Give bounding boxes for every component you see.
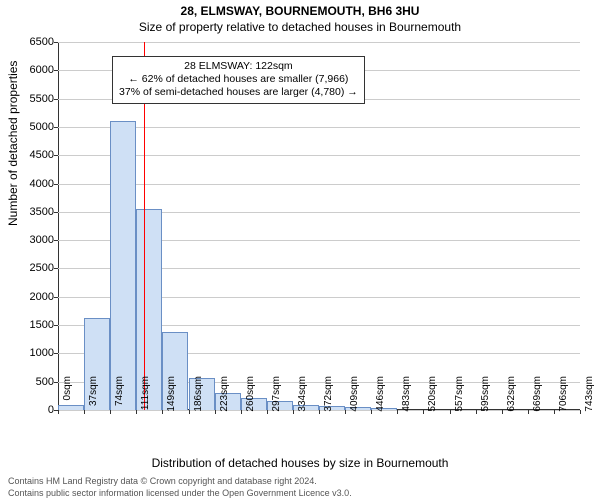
x-tick — [476, 410, 477, 414]
y-tick-label: 6000 — [14, 64, 54, 76]
y-tick — [54, 353, 58, 354]
gridline — [58, 184, 580, 185]
x-tick-label: 372sqm — [323, 376, 334, 416]
y-tick — [54, 127, 58, 128]
x-tick-label: 520sqm — [427, 376, 438, 416]
x-tick-label: 223sqm — [219, 376, 230, 416]
y-tick — [54, 99, 58, 100]
x-tick — [423, 410, 424, 414]
x-tick-label: 74sqm — [114, 376, 125, 416]
x-tick — [371, 410, 372, 414]
chart-subtitle: Size of property relative to detached ho… — [0, 20, 600, 34]
y-tick-label: 3000 — [14, 234, 54, 246]
x-tick-label: 446sqm — [375, 376, 386, 416]
x-tick-label: 483sqm — [401, 376, 412, 416]
x-tick — [528, 410, 529, 414]
y-tick-label: 5500 — [14, 93, 54, 105]
x-tick — [450, 410, 451, 414]
y-tick — [54, 382, 58, 383]
y-axis-line — [58, 42, 59, 410]
gridline — [58, 155, 580, 156]
y-tick-label: 2000 — [14, 291, 54, 303]
y-axis-label: Number of detached properties — [6, 61, 20, 226]
y-tick — [54, 184, 58, 185]
gridline — [58, 127, 580, 128]
histogram-bar — [110, 121, 136, 410]
x-tick-label: 111sqm — [140, 376, 151, 416]
x-tick-label: 409sqm — [349, 376, 360, 416]
x-tick-label: 37sqm — [88, 376, 99, 416]
x-tick — [189, 410, 190, 414]
y-tick — [54, 240, 58, 241]
footer-copyright-1: Contains HM Land Registry data © Crown c… — [8, 476, 317, 486]
callout-box: 28 ELMSWAY: 122sqm← 62% of detached hous… — [112, 56, 365, 103]
y-tick-label: 500 — [14, 376, 54, 388]
x-tick-label: 149sqm — [166, 376, 177, 416]
y-tick-label: 0 — [14, 404, 54, 416]
x-tick-label: 557sqm — [454, 376, 465, 416]
callout-line-1: 28 ELMSWAY: 122sqm — [119, 60, 358, 73]
x-axis-label: Distribution of detached houses by size … — [0, 456, 600, 470]
y-tick — [54, 155, 58, 156]
x-tick — [502, 410, 503, 414]
y-tick-label: 6500 — [14, 36, 54, 48]
x-tick — [241, 410, 242, 414]
x-tick — [215, 410, 216, 414]
gridline — [58, 42, 580, 43]
x-tick — [58, 410, 59, 414]
x-tick — [319, 410, 320, 414]
y-tick — [54, 212, 58, 213]
callout-line-3: 37% of semi-detached houses are larger (… — [119, 86, 358, 99]
x-tick-label: 334sqm — [297, 376, 308, 416]
footer-copyright-2: Contains public sector information licen… — [8, 488, 352, 498]
y-tick-label: 3500 — [14, 206, 54, 218]
y-tick — [54, 268, 58, 269]
y-tick-label: 4500 — [14, 149, 54, 161]
chart-title-address: 28, ELMSWAY, BOURNEMOUTH, BH6 3HU — [0, 4, 600, 18]
x-tick-label: 260sqm — [245, 376, 256, 416]
x-tick-label: 743sqm — [584, 376, 595, 416]
x-tick-label: 632sqm — [506, 376, 517, 416]
x-tick — [110, 410, 111, 414]
y-tick-label: 2500 — [14, 262, 54, 274]
x-tick-label: 0sqm — [62, 376, 73, 416]
x-tick — [162, 410, 163, 414]
y-tick-label: 5000 — [14, 121, 54, 133]
x-tick — [397, 410, 398, 414]
y-tick — [54, 70, 58, 71]
x-tick-label: 706sqm — [558, 376, 569, 416]
x-tick — [84, 410, 85, 414]
x-tick — [345, 410, 346, 414]
x-tick — [293, 410, 294, 414]
x-tick — [267, 410, 268, 414]
y-tick — [54, 42, 58, 43]
x-tick-label: 595sqm — [480, 376, 491, 416]
x-tick-label: 669sqm — [532, 376, 543, 416]
y-tick-label: 1000 — [14, 347, 54, 359]
y-tick — [54, 297, 58, 298]
y-tick — [54, 325, 58, 326]
callout-line-2: ← 62% of detached houses are smaller (7,… — [119, 73, 358, 86]
x-tick — [136, 410, 137, 414]
y-tick-label: 1500 — [14, 319, 54, 331]
x-tick — [580, 410, 581, 414]
x-tick-label: 186sqm — [193, 376, 204, 416]
y-tick-label: 4000 — [14, 178, 54, 190]
x-tick — [554, 410, 555, 414]
x-tick-label: 297sqm — [271, 376, 282, 416]
